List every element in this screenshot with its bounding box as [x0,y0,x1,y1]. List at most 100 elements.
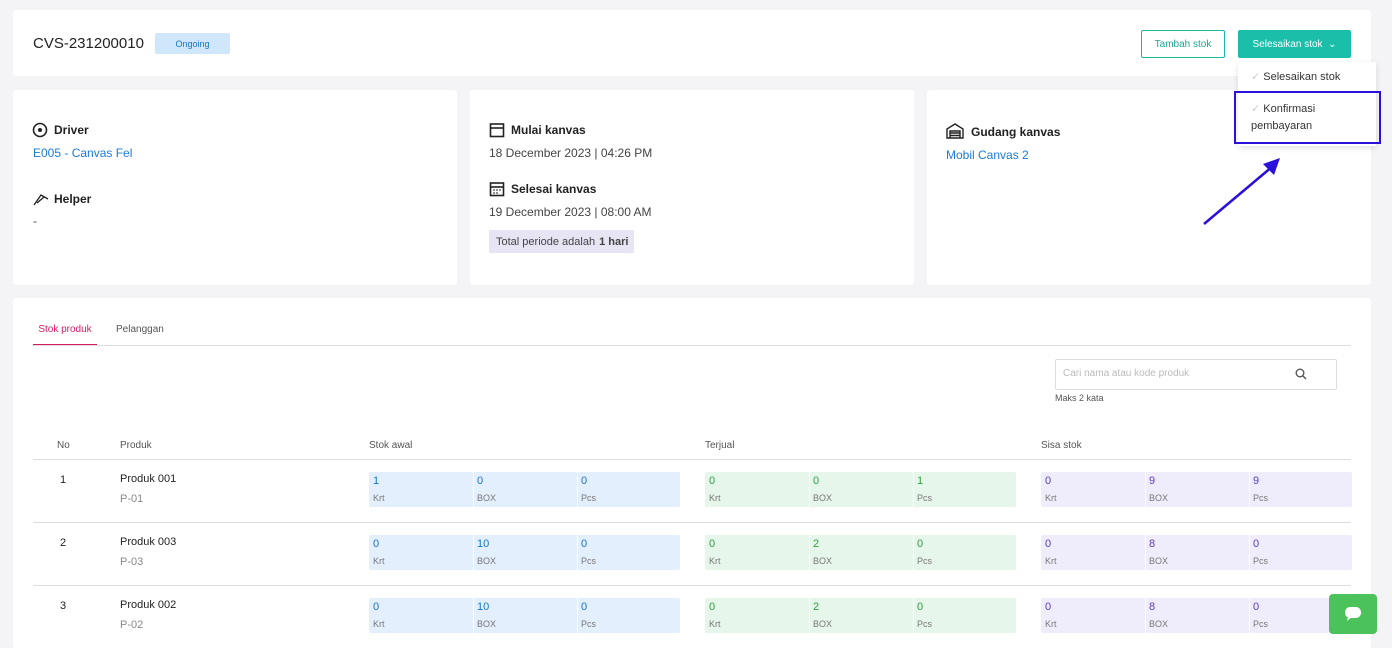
row-number: 1 [60,474,67,486]
product-name: Produk 003 [120,536,177,548]
column-header: No [57,440,70,451]
stock-value: 0 [581,601,588,613]
stock-unit: BOX [477,493,497,503]
stock-unit: Pcs [917,619,933,629]
tab-divider [33,345,1351,346]
stock-box [705,472,1016,507]
product-name: Produk 002 [120,599,177,611]
stock-unit: Krt [1045,493,1057,503]
cell-divider [913,598,914,633]
highlight-box [1234,91,1381,144]
stock-value: 10 [477,538,490,550]
tab[interactable]: Pelanggan [116,324,164,335]
stock-value: 0 [1045,475,1052,487]
stock-unit: Pcs [1253,556,1269,566]
cell-divider [473,598,474,633]
warehouse-value[interactable]: Mobil Canvas 2 [946,148,1029,162]
stock-unit: Krt [373,493,385,503]
driver-value[interactable]: E005 - Canvas Fel [33,146,133,160]
stock-unit: BOX [813,619,833,629]
stock-value: 0 [1253,601,1260,613]
cell-divider [809,598,810,633]
calendar-icon [489,182,505,197]
calendar-icon [489,123,505,138]
stock-value: 0 [709,601,716,613]
column-header: Sisa stok [1041,440,1082,451]
stock-unit: Krt [1045,556,1057,566]
cell-divider [577,598,578,633]
stock-unit: Pcs [1253,619,1269,629]
stock-unit: Pcs [1253,493,1269,503]
stock-value: 1 [917,475,924,487]
stock-value: 0 [581,475,588,487]
row-divider [33,522,1351,523]
chat-button[interactable] [1329,594,1377,634]
search-icon[interactable] [1295,368,1307,380]
stock-unit: Krt [709,556,721,566]
tab-active[interactable]: Stok produk [33,324,97,346]
cell-divider [1249,472,1250,507]
stock-value: 0 [373,538,380,550]
start-label: Mulai kanvas [511,123,586,137]
stock-unit: Pcs [581,493,597,503]
row-divider [33,585,1351,586]
stock-value: 0 [917,601,924,613]
warehouse-label: Gudang kanvas [971,125,1061,139]
product-code: P-03 [120,556,144,568]
stock-unit: Krt [709,619,721,629]
product-name: Produk 001 [120,473,177,485]
column-header: Terjual [705,440,735,451]
column-header: Produk [120,440,152,451]
row-number: 2 [60,537,67,549]
period-box: Total periode adalah 1 hari [489,230,634,253]
cell-divider [473,472,474,507]
stock-value: 0 [813,475,820,487]
stock-box [369,472,680,507]
cell-divider [577,535,578,570]
stock-box [369,535,680,570]
stock-value: 0 [1253,538,1260,550]
stock-value: 0 [1045,601,1052,613]
cell-divider [1249,535,1250,570]
stock-box [1041,598,1352,633]
stock-unit: BOX [477,556,497,566]
dropdown-item[interactable]: ✓ Konfirmasi pembayaran [1251,103,1316,132]
stock-unit: Pcs [581,619,597,629]
stock-value: 0 [373,601,380,613]
stock-value: 1 [373,475,380,487]
cell-divider [577,472,578,507]
order-code: CVS-231200010 [33,35,144,52]
start-value: 18 December 2023 | 04:26 PM [489,146,653,160]
period-text: Total periode adalah [496,235,596,248]
stock-value: 10 [477,601,490,613]
helper-label: Helper [54,192,92,206]
cell-divider [913,472,914,507]
end-value: 19 December 2023 | 08:00 AM [489,205,652,219]
button-label: Selesaikan stok [1252,38,1323,50]
stock-unit: Pcs [581,556,597,566]
stock-unit: Pcs [917,556,933,566]
stock-unit: BOX [1149,556,1169,566]
column-header: Stok awal [369,440,413,451]
stock-value: 0 [477,475,484,487]
stock-value: 8 [1149,601,1156,613]
stock-box [1041,535,1352,570]
dropdown-item[interactable]: ✓ Selesaikan stok [1251,71,1341,83]
helper-icon [33,194,49,206]
stock-unit: Krt [373,556,385,566]
stock-value: 2 [813,538,820,550]
stock-unit: Krt [709,493,721,503]
stock-value: 9 [1253,475,1260,487]
finish-stock-button[interactable]: Selesaikan stok ⌄ [1238,30,1351,58]
driver-card [13,90,457,285]
helper-value: - [33,214,37,228]
search-input[interactable]: Cari nama atau kode produk [1055,359,1337,390]
dropdown-label: Konfirmasi pembayaran [1251,103,1316,132]
cell-divider [473,535,474,570]
stock-value: 0 [709,475,716,487]
add-stock-button[interactable]: Tambah stok [1141,30,1225,58]
stock-unit: BOX [477,619,497,629]
stock-value: 8 [1149,538,1156,550]
